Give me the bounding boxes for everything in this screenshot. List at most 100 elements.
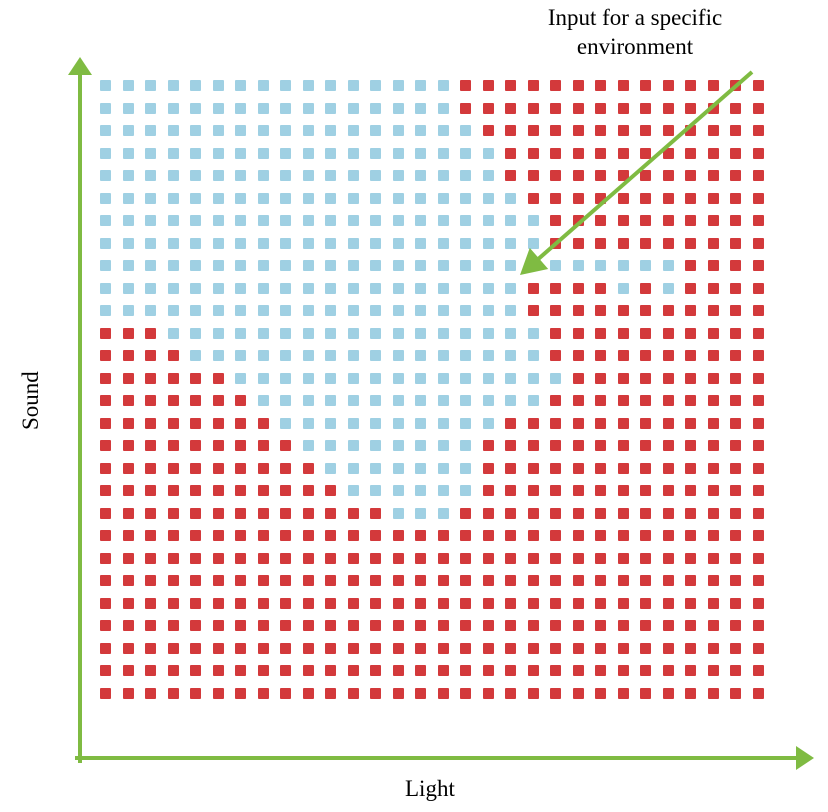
data-point: [438, 643, 449, 654]
data-point: [123, 215, 134, 226]
data-point: [483, 665, 494, 676]
data-point: [460, 283, 471, 294]
data-point: [573, 193, 584, 204]
data-point: [528, 598, 539, 609]
data-point: [595, 643, 606, 654]
data-point: [303, 80, 314, 91]
data-point: [483, 395, 494, 406]
data-point: [303, 305, 314, 316]
data-point: [640, 238, 651, 249]
data-point: [280, 688, 291, 699]
data-point: [168, 215, 179, 226]
data-point: [213, 193, 224, 204]
data-point: [528, 103, 539, 114]
data-point: [595, 598, 606, 609]
data-point: [640, 440, 651, 451]
data-point: [280, 238, 291, 249]
data-point: [618, 193, 629, 204]
data-point: [303, 598, 314, 609]
data-point: [528, 553, 539, 564]
data-point: [505, 215, 516, 226]
data-point: [685, 620, 696, 631]
data-point: [595, 350, 606, 361]
data-point: [618, 170, 629, 181]
data-point: [550, 688, 561, 699]
data-point: [753, 193, 764, 204]
data-point: [393, 508, 404, 519]
data-point: [325, 530, 336, 541]
data-point: [258, 553, 269, 564]
data-point: [370, 283, 381, 294]
data-point: [753, 103, 764, 114]
data-point: [483, 643, 494, 654]
data-point: [213, 643, 224, 654]
data-point: [123, 665, 134, 676]
data-point: [708, 193, 719, 204]
data-point: [460, 463, 471, 474]
data-point: [550, 665, 561, 676]
data-point: [145, 440, 156, 451]
data-point: [708, 350, 719, 361]
data-point: [415, 373, 426, 384]
data-point: [303, 418, 314, 429]
data-point: [325, 688, 336, 699]
data-point: [505, 440, 516, 451]
data-point: [708, 620, 719, 631]
data-point: [528, 665, 539, 676]
data-point: [438, 418, 449, 429]
data-point: [303, 328, 314, 339]
data-point: [325, 575, 336, 586]
data-point: [573, 553, 584, 564]
data-point: [460, 103, 471, 114]
data-point: [123, 598, 134, 609]
data-point: [460, 530, 471, 541]
data-point: [190, 418, 201, 429]
data-point: [753, 575, 764, 586]
data-point: [100, 575, 111, 586]
data-point: [573, 485, 584, 496]
data-point: [370, 463, 381, 474]
data-point: [145, 215, 156, 226]
data-point: [370, 350, 381, 361]
data-point: [640, 148, 651, 159]
data-point: [393, 80, 404, 91]
data-point: [708, 463, 719, 474]
data-point: [100, 485, 111, 496]
data-point: [438, 215, 449, 226]
diagram-container: Light Sound Input for a specific environ…: [0, 0, 828, 812]
data-point: [460, 170, 471, 181]
data-point: [640, 688, 651, 699]
data-point: [280, 665, 291, 676]
data-point: [550, 643, 561, 654]
data-point: [663, 373, 674, 384]
data-point: [415, 350, 426, 361]
data-point: [708, 170, 719, 181]
data-point: [303, 665, 314, 676]
data-point: [730, 620, 741, 631]
data-point: [303, 283, 314, 294]
data-point: [415, 283, 426, 294]
data-point: [235, 328, 246, 339]
data-point: [348, 170, 359, 181]
data-point: [348, 125, 359, 136]
data-point: [325, 283, 336, 294]
data-point: [100, 80, 111, 91]
data-point: [528, 215, 539, 226]
data-point: [325, 598, 336, 609]
data-point: [145, 103, 156, 114]
data-point: [685, 485, 696, 496]
x-axis-label: Light: [405, 776, 455, 802]
data-point: [370, 193, 381, 204]
data-point: [753, 373, 764, 384]
data-point: [123, 283, 134, 294]
data-point: [415, 643, 426, 654]
data-point: [393, 170, 404, 181]
data-point: [258, 688, 269, 699]
data-point: [505, 575, 516, 586]
data-point: [190, 193, 201, 204]
data-point: [280, 328, 291, 339]
data-point: [708, 530, 719, 541]
data-point: [753, 125, 764, 136]
data-point: [595, 80, 606, 91]
data-point: [168, 530, 179, 541]
